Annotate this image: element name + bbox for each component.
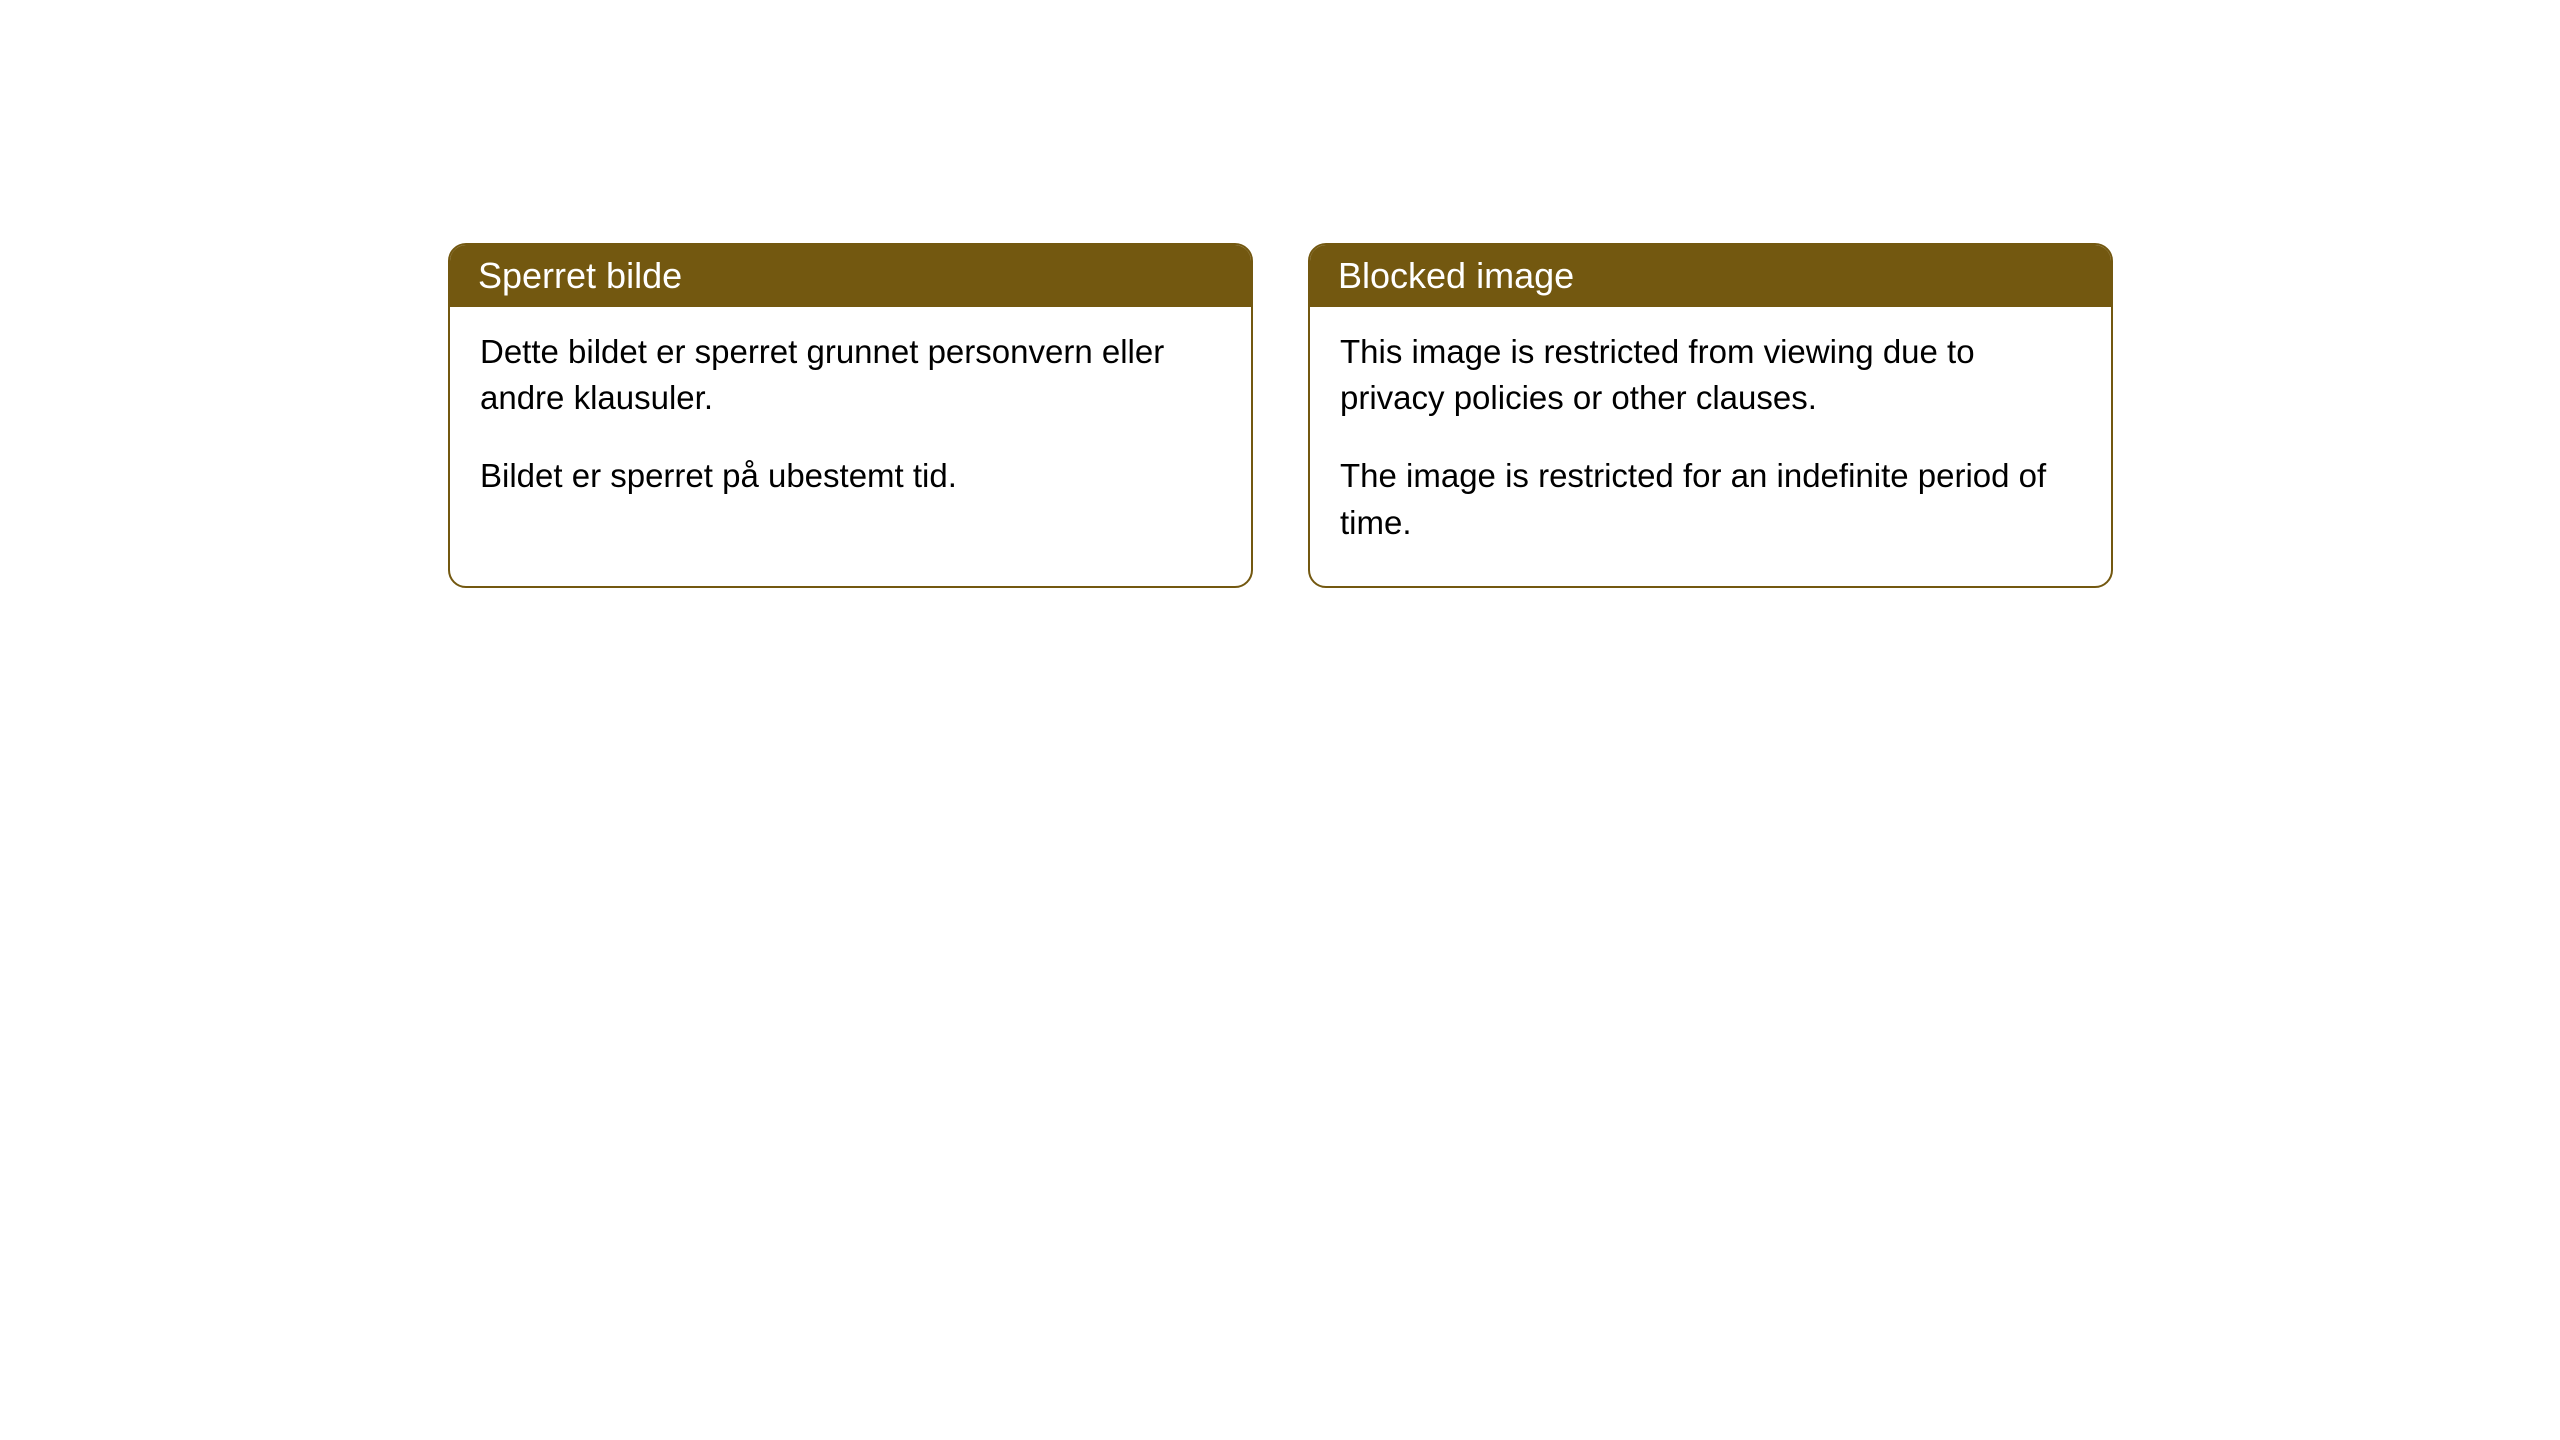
card-body-english: This image is restricted from viewing du… <box>1310 307 2111 586</box>
card-paragraph-1-english: This image is restricted from viewing du… <box>1340 329 2081 421</box>
card-paragraph-1-norwegian: Dette bildet er sperret grunnet personve… <box>480 329 1221 421</box>
card-title-english: Blocked image <box>1338 255 1574 296</box>
card-header-english: Blocked image <box>1310 245 2111 307</box>
card-english: Blocked image This image is restricted f… <box>1308 243 2113 588</box>
card-paragraph-2-norwegian: Bildet er sperret på ubestemt tid. <box>480 453 1221 499</box>
card-norwegian: Sperret bilde Dette bildet er sperret gr… <box>448 243 1253 588</box>
card-title-norwegian: Sperret bilde <box>478 255 682 296</box>
card-paragraph-2-english: The image is restricted for an indefinit… <box>1340 453 2081 545</box>
cards-container: Sperret bilde Dette bildet er sperret gr… <box>448 243 2113 588</box>
card-header-norwegian: Sperret bilde <box>450 245 1251 307</box>
card-body-norwegian: Dette bildet er sperret grunnet personve… <box>450 307 1251 540</box>
